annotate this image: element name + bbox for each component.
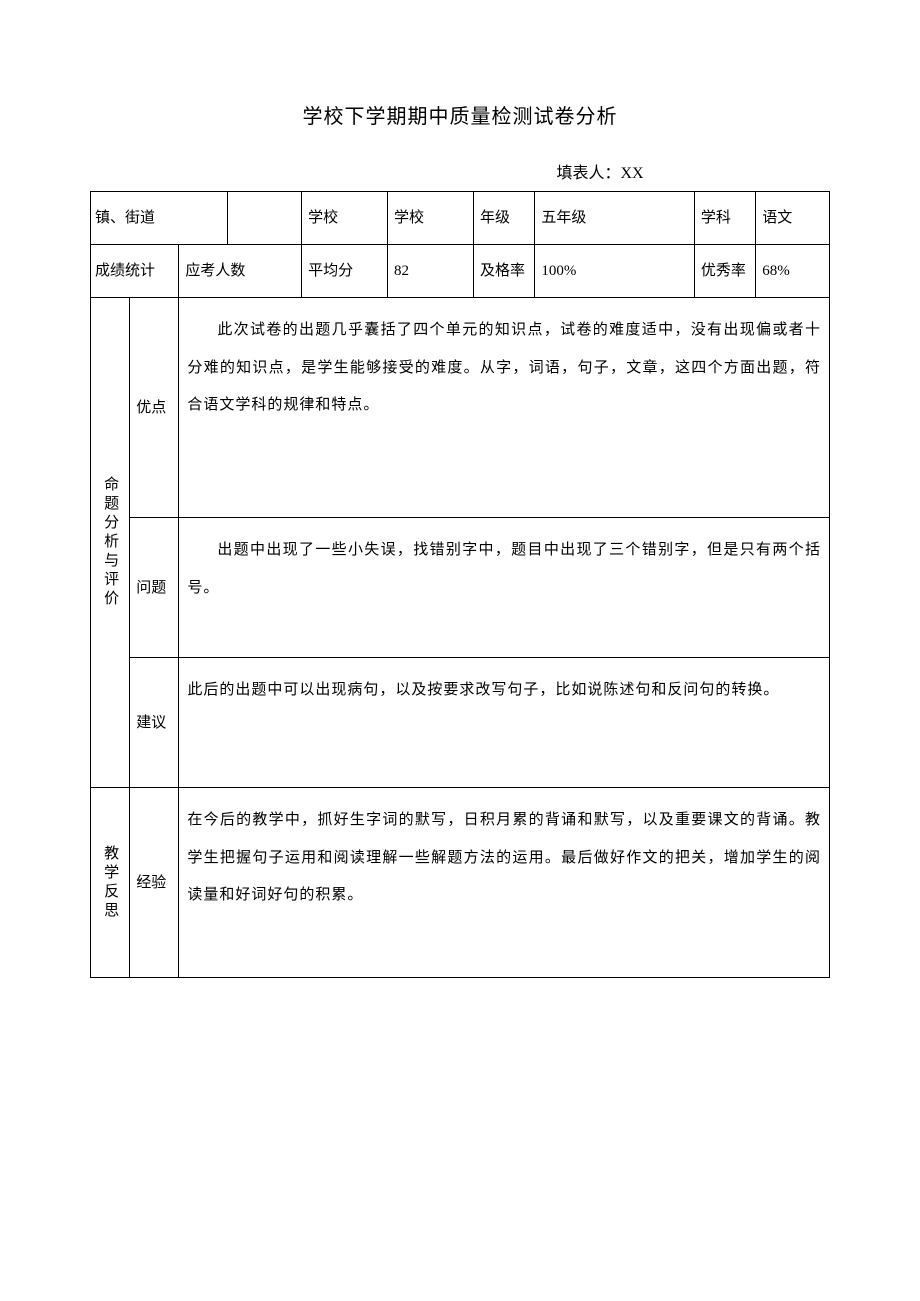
cell-pass-value: 100%: [535, 245, 695, 298]
cell-experience-label: 经验: [130, 788, 179, 978]
cell-excellent-value: 68%: [756, 245, 830, 298]
cell-excellent-label: 优秀率: [694, 245, 755, 298]
cell-grade-value: 五年级: [535, 192, 695, 245]
row-experience: 教学反思 经验 在今后的教学中，抓好生字词的默写，日积月累的背诵和默写，以及重要…: [91, 788, 830, 978]
cell-problems-text: 出题中出现了一些小失误，找错别字中，题目中出现了三个错别字，但是只有两个括号。: [179, 518, 830, 658]
header-row-1: 镇、街道 学校 学校 年级 五年级 学科 语文: [91, 192, 830, 245]
cell-stats-label: 成绩统计: [91, 245, 179, 298]
cell-subject-label: 学科: [694, 192, 755, 245]
cell-problems-label: 问题: [130, 518, 179, 658]
cell-pass-label: 及格率: [473, 245, 534, 298]
cell-suggestions-text: 此后的出题中可以出现病句，以及按要求改写句子，比如说陈述句和反问句的转换。: [179, 658, 830, 788]
cell-grade-label: 年级: [473, 192, 534, 245]
analysis-table: 镇、街道 学校 学校 年级 五年级 学科 语文 成绩统计 应考人数 平均分 82…: [90, 191, 830, 978]
cell-advantages-label: 优点: [130, 298, 179, 518]
cell-district-label: 镇、街道: [91, 192, 228, 245]
filler-line: 填表人：XX: [90, 159, 830, 183]
header-row-2: 成绩统计 应考人数 平均分 82 及格率 100% 优秀率 68%: [91, 245, 830, 298]
row-advantages: 命题分析与评价 优点 此次试卷的出题几乎囊括了四个单元的知识点，试卷的难度适中，…: [91, 298, 830, 518]
cell-examinees-label: 应考人数: [179, 245, 302, 298]
cell-advantages-text: 此次试卷的出题几乎囊括了四个单元的知识点，试卷的难度适中，没有出现偏或者十分难的…: [179, 298, 830, 518]
cell-school-label: 学校: [302, 192, 388, 245]
cell-district-value: [228, 192, 302, 245]
document-title: 学校下学期期中质量检测试卷分析: [90, 100, 830, 129]
filler-label: 填表人：: [556, 165, 620, 182]
cell-avg-label: 平均分: [302, 245, 388, 298]
cell-analysis-header: 命题分析与评价: [91, 298, 130, 788]
cell-reflection-header: 教学反思: [91, 788, 130, 978]
filler-name: XX: [620, 165, 643, 182]
cell-suggestions-label: 建议: [130, 658, 179, 788]
row-problems: 问题 出题中出现了一些小失误，找错别字中，题目中出现了三个错别字，但是只有两个括…: [91, 518, 830, 658]
cell-experience-text: 在今后的教学中，抓好生字词的默写，日积月累的背诵和默写，以及重要课文的背诵。教学…: [179, 788, 830, 978]
cell-avg-value: 82: [388, 245, 474, 298]
row-suggestions: 建议 此后的出题中可以出现病句，以及按要求改写句子，比如说陈述句和反问句的转换。: [91, 658, 830, 788]
cell-subject-value: 语文: [756, 192, 830, 245]
cell-school-value: 学校: [388, 192, 474, 245]
